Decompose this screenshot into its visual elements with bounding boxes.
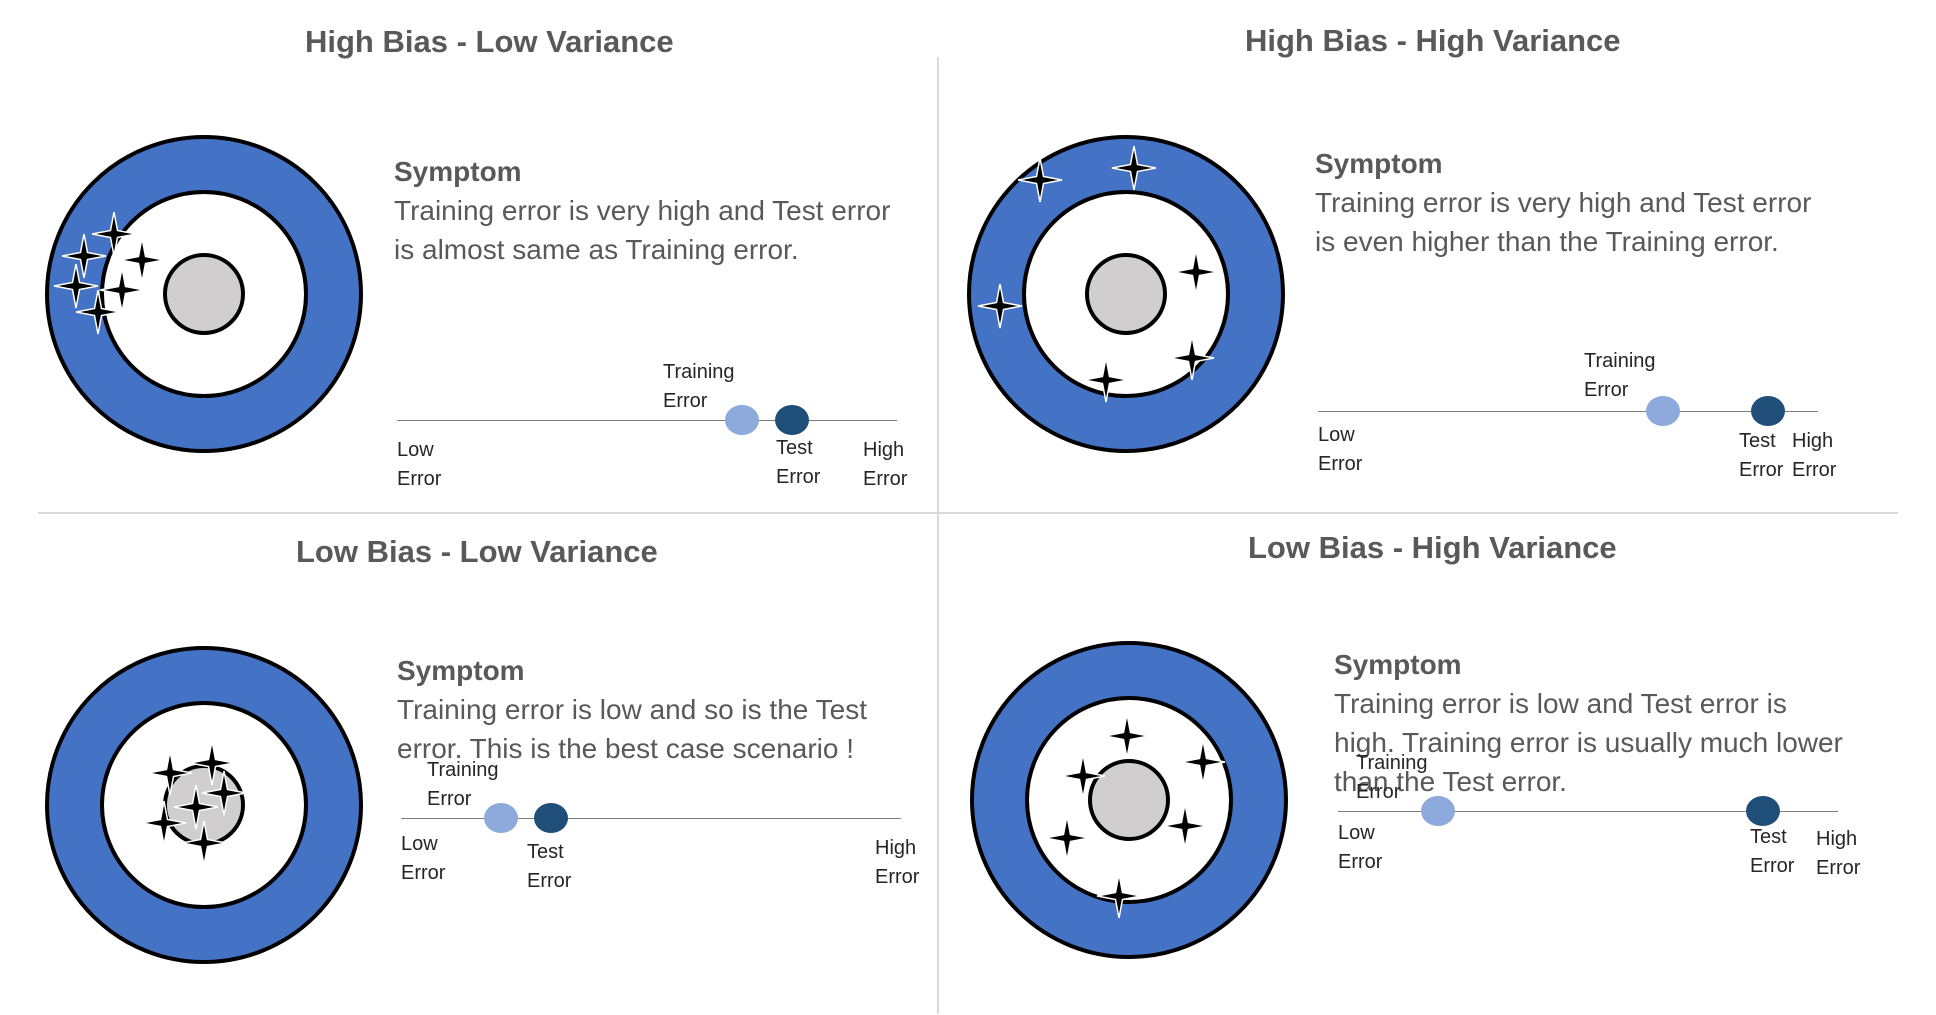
training-error-dot xyxy=(1421,796,1455,826)
bullseye xyxy=(163,253,245,335)
quadrant-title: Low Bias - High Variance xyxy=(1248,530,1617,565)
symptom-heading: Symptom xyxy=(397,655,525,686)
shot-star xyxy=(75,289,121,335)
shot-star xyxy=(1173,249,1219,295)
vertical-divider xyxy=(937,57,939,1014)
symptom-heading: Symptom xyxy=(1334,649,1462,680)
quadrant-high-bias-high-variance: High Bias - High Variance Symptom Traini… xyxy=(940,0,1908,503)
training-error-dot xyxy=(1646,396,1680,426)
quadrant-title: High Bias - High Variance xyxy=(1245,23,1621,58)
shot-star xyxy=(1083,357,1129,403)
quadrant-low-bias-low-variance: Low Bias - Low Variance Symptom Training… xyxy=(0,512,968,1015)
high-error-label: High Error xyxy=(1816,828,1861,879)
test-error-dot xyxy=(775,405,809,435)
shot-star xyxy=(189,740,235,786)
shot-star xyxy=(1180,739,1226,785)
quadrant-low-bias-high-variance: Low Bias - High Variance Symptom Trainin… xyxy=(940,512,1908,1015)
symptom-text: Training error is very high and Test err… xyxy=(1315,187,1812,257)
low-error-label: Low Error xyxy=(1318,424,1363,475)
test-error-label: Test Error xyxy=(1739,430,1784,481)
low-error-label: Low Error xyxy=(401,833,446,884)
training-error-dot xyxy=(484,803,518,833)
shot-star xyxy=(61,233,107,279)
shot-star xyxy=(53,263,99,309)
error-scale: Training Error Test Error Low Error High… xyxy=(1338,752,1861,893)
shot-star xyxy=(977,283,1023,329)
shot-star xyxy=(1017,157,1063,203)
quadrant-title: Low Bias - Low Variance xyxy=(296,534,658,569)
training-error-label: Training Error xyxy=(1584,350,1656,401)
test-error-label: Test Error xyxy=(527,841,572,892)
shot-star xyxy=(1111,145,1157,191)
shot-star xyxy=(1096,873,1142,919)
high-error-label: High Error xyxy=(863,439,908,490)
target-diagram xyxy=(967,135,1285,453)
training-error-label: Training Error xyxy=(427,759,499,810)
target-diagram xyxy=(45,646,363,964)
shot-star xyxy=(1044,815,1090,861)
symptom-block: Symptom Training error is very high and … xyxy=(394,152,914,269)
symptom-text: Training error is low and Test error is … xyxy=(1334,688,1843,797)
scale-line xyxy=(401,818,901,819)
quadrant-title: High Bias - Low Variance xyxy=(305,24,674,59)
training-error-dot xyxy=(725,405,759,435)
shot-star xyxy=(173,784,219,830)
training-error-label: Training Error xyxy=(663,361,735,412)
test-error-dot xyxy=(534,803,568,833)
training-error-label: Training Error xyxy=(1356,752,1428,803)
shot-star xyxy=(99,267,145,313)
shot-star xyxy=(201,770,247,816)
shot-star xyxy=(119,237,165,283)
test-error-dot xyxy=(1746,796,1780,826)
low-error-label: Low Error xyxy=(397,439,442,490)
symptom-text: Training error is low and so is the Test… xyxy=(397,694,867,764)
error-scale: Training Error Test Error Low Error High… xyxy=(397,361,917,502)
high-error-label: High Error xyxy=(875,837,920,888)
shot-star xyxy=(1060,753,1106,799)
target-diagram xyxy=(970,641,1288,959)
test-error-label: Test Error xyxy=(1750,826,1795,877)
symptom-block: Symptom Training error is low and Test e… xyxy=(1334,645,1854,801)
symptom-heading: Symptom xyxy=(394,156,522,187)
error-scale: Training Error Test Error Low Error High… xyxy=(1318,350,1838,493)
scale-line xyxy=(397,420,897,421)
target-diagram xyxy=(45,135,363,453)
symptom-text: Training error is very high and Test err… xyxy=(394,195,891,265)
shot-star xyxy=(1169,335,1215,381)
quadrant-high-bias-low-variance: High Bias - Low Variance Symptom Trainin… xyxy=(0,0,968,503)
symptom-heading: Symptom xyxy=(1315,148,1443,179)
bullseye xyxy=(1085,253,1167,335)
shot-star xyxy=(1104,713,1150,759)
shot-star xyxy=(147,750,193,796)
error-scale: Training Error Test Error Low Error High… xyxy=(401,759,921,900)
shot-star xyxy=(181,820,227,866)
test-error-dot xyxy=(1751,396,1785,426)
scale-line xyxy=(1318,411,1818,412)
symptom-block: Symptom Training error is low and so is … xyxy=(397,651,917,768)
bullseye xyxy=(1088,759,1170,841)
shot-star xyxy=(1162,803,1208,849)
low-error-label: Low Error xyxy=(1338,822,1383,873)
shot-star xyxy=(91,211,137,257)
symptom-block: Symptom Training error is very high and … xyxy=(1315,144,1835,261)
horizontal-divider xyxy=(38,512,1898,514)
shot-star xyxy=(141,800,187,846)
test-error-label: Test Error xyxy=(776,437,821,488)
scale-line xyxy=(1338,811,1838,812)
high-error-label: High Error xyxy=(1792,430,1837,481)
